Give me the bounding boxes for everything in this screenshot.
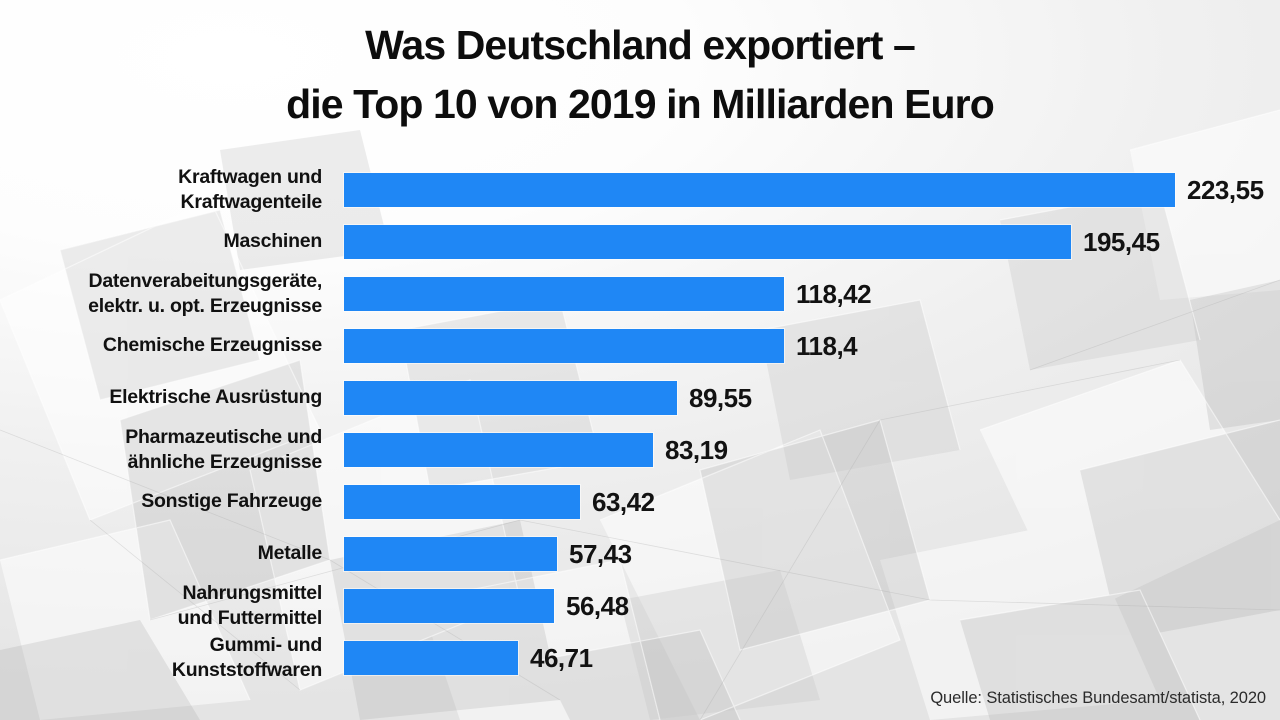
bar: [344, 641, 518, 675]
category-label: Chemische Erzeugnisse: [102, 334, 322, 356]
category-label: Maschinen: [223, 230, 322, 252]
bar-value-label: 83,19: [665, 435, 728, 465]
bar-value-label: 118,42: [796, 279, 872, 309]
chart-row: Chemische Erzeugnisse 118,4: [0, 329, 1280, 363]
bar-value-label: 46,71: [530, 643, 593, 673]
bar: [344, 225, 1071, 259]
bar: [344, 173, 1175, 207]
bar-value-label: 57,43: [569, 539, 632, 569]
bar-value-label: 223,55: [1187, 175, 1264, 205]
chart-row: Elektrische Ausrüstung 89,55: [0, 381, 1280, 415]
chart-row: Maschinen 195,45: [0, 225, 1280, 259]
bar-chart-plot: Kraftwagen und Kraftwagenteile 223,55 Masc…: [0, 160, 1280, 700]
bar: [344, 589, 554, 623]
chart-row: Nahrungsmittel und Futtermittel 56,48: [0, 582, 1280, 629]
page-title: Was Deutschland exportiert – die Top 10 …: [286, 22, 995, 127]
chart-row: Datenverabeitungsgeräte, elektr. u. opt.…: [0, 270, 1280, 317]
category-label: Gummi- und Kunststoffwaren: [171, 634, 322, 681]
category-label: Datenverabeitungsgeräte, elektr. u. opt.…: [88, 270, 322, 317]
bar: [344, 485, 580, 519]
chart-row: Pharmazeutische und ähnliche Erzeugnisse…: [0, 426, 1280, 473]
bar-value-label: 118,4: [796, 331, 858, 361]
chart-row: Kraftwagen und Kraftwagenteile 223,55: [0, 166, 1280, 213]
bar: [344, 277, 784, 311]
bar: [344, 537, 557, 571]
bar-value-label: 63,42: [592, 487, 655, 517]
bar: [344, 433, 653, 467]
chart-row: Metalle 57,43: [0, 537, 1280, 571]
category-label: Pharmazeutische und ähnliche Erzeugnisse: [125, 426, 322, 473]
bar-value-label: 89,55: [689, 383, 752, 413]
category-label: Nahrungsmittel und Futtermittel: [177, 582, 323, 629]
chart-row: Gummi- und Kunststoffwaren 46,71: [0, 634, 1280, 681]
source-note: Quelle: Statistisches Bundesamt/statista…: [930, 689, 1266, 707]
category-label: Elektrische Ausrüstung: [109, 386, 322, 408]
category-label: Kraftwagen und Kraftwagenteile: [178, 166, 322, 213]
bar: [344, 381, 677, 415]
bar-value-label: 56,48: [566, 591, 629, 621]
category-label: Sonstige Fahrzeuge: [141, 490, 322, 512]
bar: [344, 329, 784, 363]
chart-row: Sonstige Fahrzeuge 63,42: [0, 485, 1280, 519]
category-label: Metalle: [257, 542, 323, 564]
bar-value-label: 195,45: [1083, 227, 1160, 257]
